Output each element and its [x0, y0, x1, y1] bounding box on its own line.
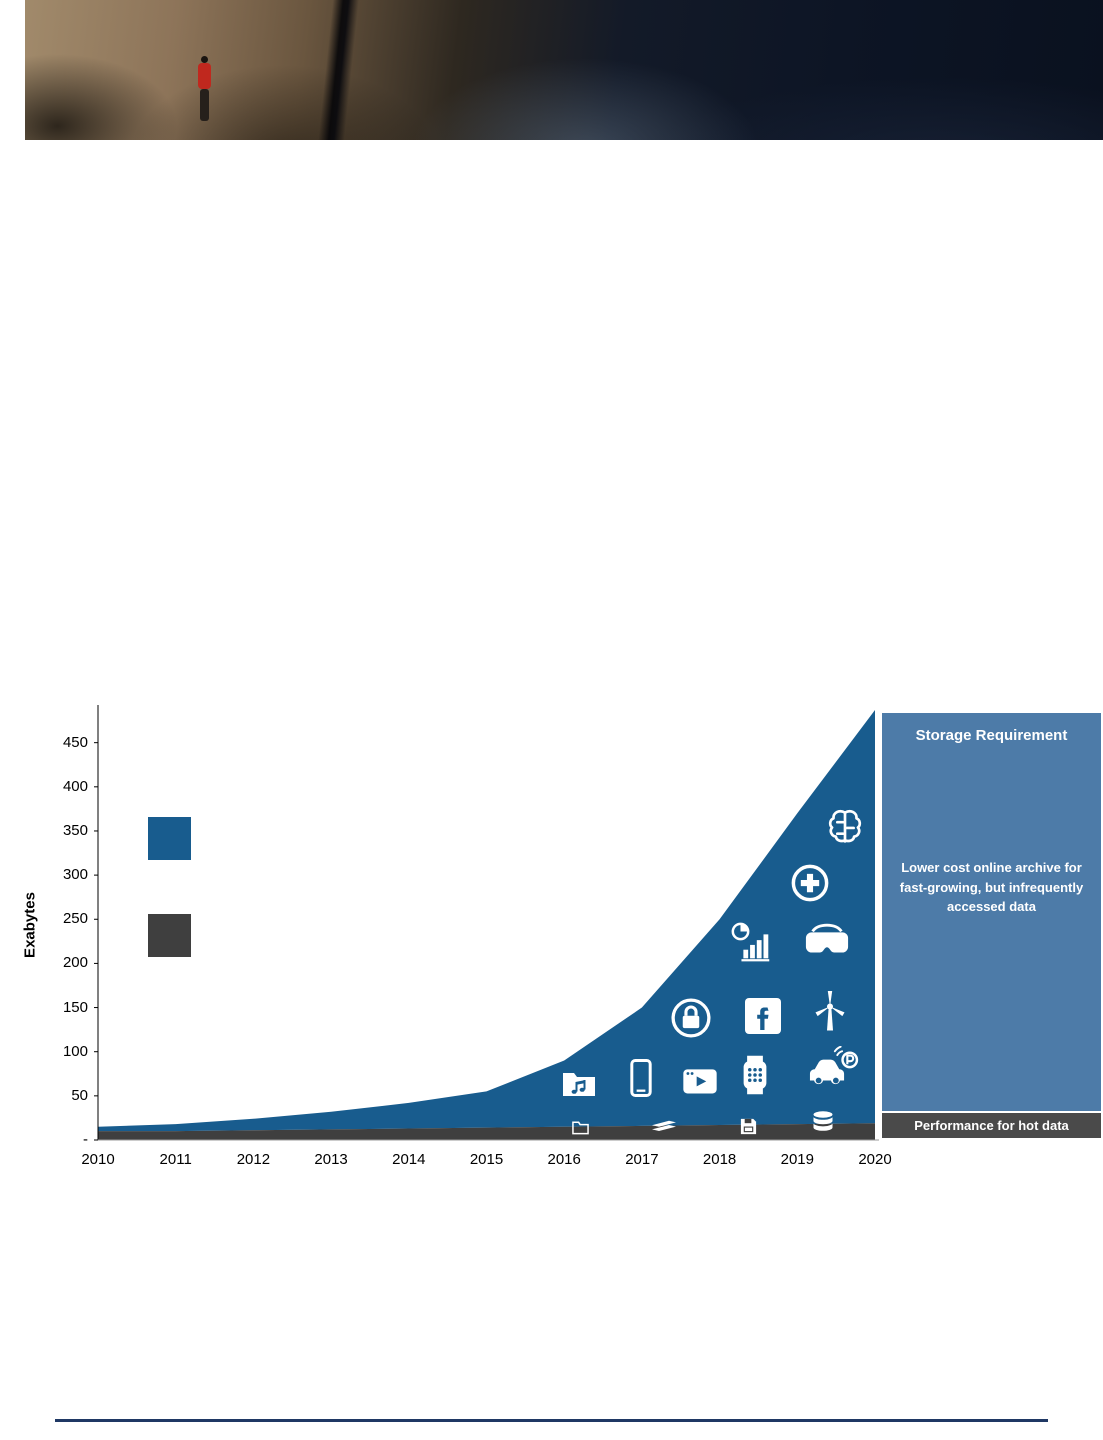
x-axis-tick-label: 2017 — [625, 1151, 659, 1168]
footer-divider — [55, 1419, 1048, 1422]
archive-area-series — [98, 710, 875, 1132]
y-axis-tick-label: 400 — [62, 777, 88, 795]
x-axis-tick-label: 2019 — [780, 1151, 814, 1168]
y-axis-tick-label: 250 — [62, 910, 88, 928]
x-axis-tick-label: 2012 — [236, 1151, 271, 1168]
y-axis-title: Exabytes — [21, 892, 39, 958]
music-folder-icon — [561, 1066, 597, 1102]
x-axis-tick-label: 2010 — [81, 1151, 115, 1168]
climber-red-shirt — [198, 63, 211, 89]
smartwatch-icon — [734, 1054, 776, 1096]
legend-hot-swatch — [148, 914, 191, 957]
storage-requirement-panel: Storage Requirement Lower cost online ar… — [882, 713, 1101, 1111]
security-lock-icon — [669, 996, 713, 1040]
floppy-disk-icon — [739, 1117, 758, 1136]
y-axis-tick-label: 100 — [62, 1042, 88, 1060]
database-icon — [810, 1109, 836, 1135]
climber-legs — [200, 89, 209, 121]
y-axis-tick-label: 450 — [62, 733, 88, 751]
y-axis-tick-label: 350 — [62, 821, 88, 839]
brain-icon — [822, 804, 868, 850]
hot-data-area-series — [98, 1123, 875, 1140]
x-axis-tick-label: 2020 — [858, 1151, 892, 1168]
climber-head — [201, 56, 208, 63]
panel-title: Storage Requirement — [915, 727, 1068, 744]
y-axis-tick-label: 300 — [62, 866, 88, 884]
wind-turbine-icon — [806, 988, 854, 1036]
y-axis-tick-label: 200 — [62, 954, 88, 972]
x-axis-tick-label: 2016 — [547, 1151, 581, 1168]
legend-archive-swatch — [148, 817, 191, 860]
y-axis-tick-label: 50 — [71, 1086, 88, 1104]
x-axis-tick-label: 2015 — [469, 1151, 504, 1168]
folder-icon — [571, 1119, 590, 1136]
x-axis-tick-label: 2013 — [314, 1151, 348, 1168]
smartphone-icon — [620, 1057, 662, 1099]
vr-headset-icon — [804, 918, 850, 964]
panel-body-text: Lower cost online archive for fast-growi… — [899, 860, 1084, 914]
x-axis-tick-label: 2014 — [392, 1151, 426, 1168]
analytics-icon — [729, 920, 775, 966]
y-axis-tick-label: - — [83, 1131, 88, 1148]
video-streaming-icon — [680, 1061, 720, 1101]
healthcare-icon — [789, 862, 831, 904]
facebook-icon — [745, 998, 781, 1034]
area-chart-plot — [94, 705, 879, 1141]
x-axis-tick-label: 2011 — [159, 1151, 192, 1168]
hot-data-label: Performance for hot data — [882, 1113, 1101, 1138]
x-axis-tick-label: 2018 — [702, 1151, 737, 1168]
climber-figure — [195, 56, 217, 132]
tape-cartridge-icon — [650, 1116, 678, 1134]
y-axis-tick-label: 150 — [62, 998, 88, 1016]
hero-photo — [25, 0, 1103, 140]
connected-car-icon — [805, 1046, 859, 1092]
